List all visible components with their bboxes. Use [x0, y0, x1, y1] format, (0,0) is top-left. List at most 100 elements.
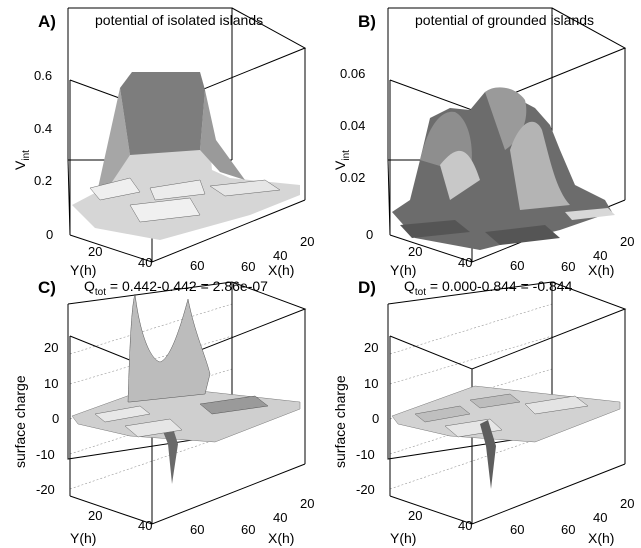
- surface-d-island3: [524, 395, 589, 415]
- panel-b: B) potential of grounded islands 0 0.02 …: [320, 0, 640, 278]
- a-xlabel: Y(h): [70, 262, 97, 278]
- c-ytick-0: 20: [300, 496, 315, 511]
- surface-b-peak3: [510, 121, 570, 210]
- surface-c-island2: [199, 395, 269, 415]
- b-xlabel: Y(h): [390, 262, 417, 278]
- box-d: [387, 281, 627, 525]
- b-ztick-2: 0.04: [340, 118, 366, 133]
- surface-d: [391, 385, 621, 489]
- surface-a: [72, 72, 300, 240]
- d-ytick-0: 20: [620, 496, 635, 511]
- d-ytick-1: 40: [593, 510, 608, 525]
- d-box-top-back: [387, 281, 553, 305]
- surface-b-floor-right: [565, 208, 615, 220]
- c-ztick-2: 0: [52, 411, 60, 426]
- box-floor-left-a: [67, 159, 71, 236]
- plot-b-svg: [387, 7, 627, 263]
- surface-a-slope-left: [98, 88, 130, 188]
- surface-c-trough: [160, 419, 178, 484]
- surface-d-trough: [480, 420, 496, 489]
- c-xtick-2: 60: [190, 522, 205, 537]
- surface-a-island4: [129, 197, 201, 223]
- surface-b-ridge: [440, 150, 480, 200]
- b-ytick-2: 60: [561, 259, 576, 274]
- d-box-top-front: [389, 281, 627, 370]
- d-box-back: [387, 282, 553, 460]
- a-ztick-3: 0.6: [34, 68, 53, 83]
- c-box-floor-front: [69, 463, 306, 525]
- box-top-front-a: [69, 7, 307, 111]
- c-ytick-2: 60: [241, 522, 256, 537]
- surface-b-floor-left: [400, 220, 470, 238]
- surface-a-plateau: [120, 72, 205, 155]
- d-ztick-4: 20: [364, 340, 379, 355]
- box-c: [67, 281, 307, 525]
- d-xtick-0: 20: [408, 508, 423, 523]
- a-xtick-0: 20: [88, 244, 103, 259]
- panel-c-letter: C): [38, 278, 56, 297]
- panel-c: C) Qtot = 0.442-0.442 = 2.86e-07 -20 -10…: [0, 274, 320, 548]
- plot-a-svg: [67, 7, 307, 263]
- c-grid-20: [69, 303, 233, 355]
- c-xlabel: Y(h): [70, 530, 97, 546]
- b-xtick-1: 40: [458, 255, 473, 270]
- d-xtick-1: 40: [458, 518, 473, 533]
- b-xtick-0: 20: [408, 244, 423, 259]
- a-ytick-1: 40: [273, 248, 288, 263]
- surface-a-slope-right: [200, 90, 245, 180]
- panel-d-title: Qtot = 0.000-0.844 = -0.844: [404, 278, 573, 298]
- d-ztick-3: 10: [364, 376, 379, 391]
- panel-a: A) potential of isolated islands 0 0.2 0…: [0, 0, 320, 278]
- panel-b-letter: B): [358, 12, 376, 31]
- a-zlabel: Vint: [12, 150, 32, 170]
- d-grid-20: [389, 303, 553, 355]
- panel-a-title: potential of isolated islands: [95, 12, 264, 28]
- panel-b-title: potential of grounded islands: [415, 12, 595, 28]
- a-ytick-2: 60: [241, 259, 256, 274]
- c-ztick-1: -10: [36, 447, 55, 462]
- a-ytick-0: 20: [300, 234, 315, 249]
- surface-c-island1: [94, 405, 151, 423]
- surface-d-island2: [469, 393, 521, 409]
- plot-d-svg: [387, 281, 627, 525]
- c-xtick-0: 20: [88, 508, 103, 523]
- b-ztick-3: 0.06: [340, 66, 366, 81]
- c-ylabel: X(h): [268, 530, 295, 546]
- panel-c-title: Qtot = 0.442-0.442 = 2.86e-07: [84, 278, 268, 298]
- surface-c-spikes: [127, 293, 211, 403]
- d-ztick-2: 0: [372, 411, 380, 426]
- c-xtick-1: 40: [138, 518, 153, 533]
- box-floor-left-b: [387, 159, 391, 236]
- d-xlabel: Y(h): [390, 530, 417, 546]
- surface-b-peak2: [485, 87, 527, 150]
- d-xtick-2: 60: [510, 522, 525, 537]
- c-box-top-front: [69, 281, 307, 370]
- a-ztick-2: 0.4: [34, 121, 53, 136]
- b-xtick-2: 60: [510, 258, 525, 273]
- c-ztick-0: -20: [36, 482, 55, 497]
- plot-c-svg: [67, 281, 307, 525]
- a-xtick-1: 40: [138, 255, 153, 270]
- surface-a-island2: [149, 179, 206, 201]
- surface-a-island3: [209, 179, 281, 197]
- d-ztick-1: -10: [356, 447, 375, 462]
- c-box-top-back: [67, 281, 233, 305]
- a-ylabel: X(h): [268, 262, 295, 278]
- c-ytick-1: 40: [273, 510, 288, 525]
- d-ylabel: X(h): [588, 530, 615, 546]
- b-ytick-1: 40: [593, 248, 608, 263]
- b-ylabel: X(h): [588, 262, 615, 278]
- b-zlabel: Vint: [332, 150, 352, 170]
- d-box-floor-front: [389, 463, 626, 525]
- a-ztick-0: 0: [46, 227, 54, 242]
- surface-c: [71, 293, 301, 484]
- box-top-front-b: [389, 7, 627, 111]
- surface-a-island1: [89, 177, 141, 201]
- b-ytick-0: 20: [620, 234, 635, 249]
- c-grid-m20: [69, 433, 233, 490]
- c-box-back: [67, 282, 233, 460]
- d-zlabel: surface charge: [332, 375, 348, 468]
- d-grid-m20: [389, 433, 553, 490]
- d-ytick-2: 60: [561, 522, 576, 537]
- a-xtick-2: 60: [190, 258, 205, 273]
